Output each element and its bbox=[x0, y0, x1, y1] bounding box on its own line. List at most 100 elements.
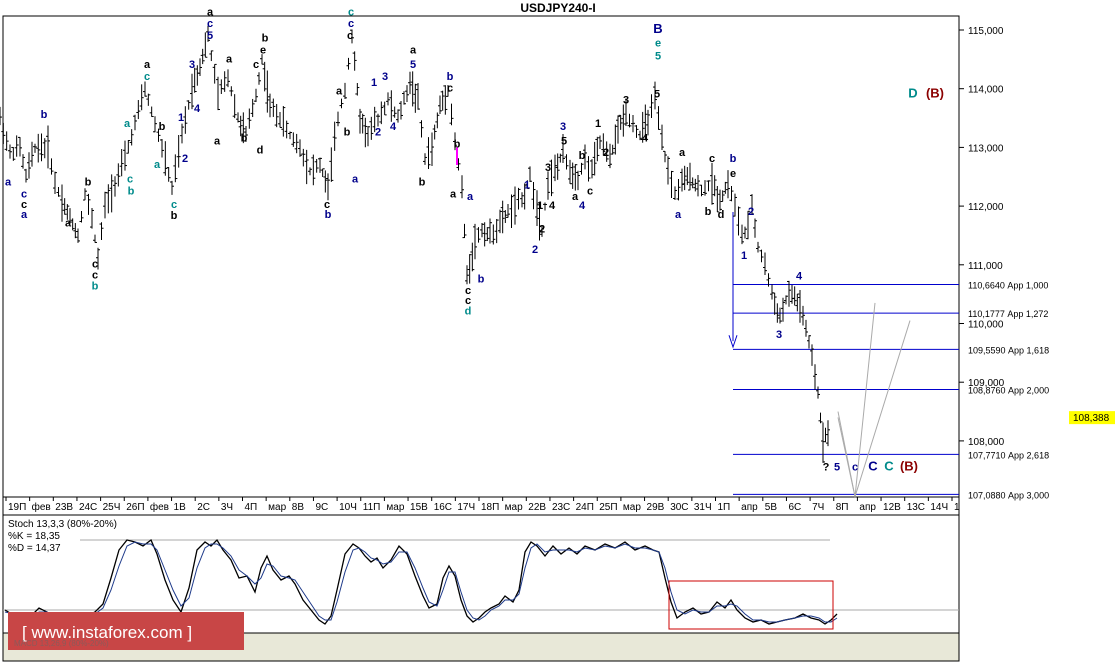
wave-label: a bbox=[65, 218, 72, 230]
ohlc-bar bbox=[525, 180, 530, 190]
ohlc-bar bbox=[53, 171, 57, 195]
ohlc-bar bbox=[366, 126, 370, 147]
ohlc-bar bbox=[192, 67, 197, 93]
ohlc-bar bbox=[314, 158, 319, 173]
ohlc-bar bbox=[123, 140, 127, 171]
ohlc-bar bbox=[432, 124, 437, 140]
ohlc-bar bbox=[76, 228, 80, 243]
wave-label: b bbox=[171, 210, 178, 222]
ohlc-bar bbox=[813, 364, 817, 390]
ohlc-bar bbox=[821, 422, 825, 463]
ohlc-bar bbox=[222, 71, 227, 92]
wave-label: 3 bbox=[189, 59, 195, 71]
wave-label: d bbox=[257, 144, 264, 156]
ohlc-bar bbox=[254, 88, 258, 103]
wave-label: b bbox=[478, 273, 485, 285]
wave-label: b bbox=[325, 209, 332, 221]
y-tick-label: 115,000 bbox=[968, 26, 1004, 37]
x-tick-label: 15В bbox=[410, 502, 428, 513]
wave-label: 2 bbox=[603, 147, 609, 159]
x-tick-label: 12В bbox=[883, 502, 901, 513]
x-tick-label: 1П bbox=[718, 502, 731, 513]
ohlc-bar bbox=[173, 154, 178, 183]
ohlc-bar bbox=[49, 158, 54, 175]
ohlc-bar bbox=[453, 132, 457, 151]
ohlc-bar bbox=[462, 223, 467, 239]
x-tick-label: 7Ч bbox=[812, 502, 824, 513]
ohlc-bar bbox=[660, 124, 664, 151]
x-tick-label: 4П bbox=[245, 502, 258, 513]
ohlc-bar bbox=[304, 149, 309, 185]
ohlc-bar bbox=[109, 174, 114, 213]
wave-label: c bbox=[348, 6, 354, 18]
ohlc-bar bbox=[396, 109, 400, 123]
ohlc-bar bbox=[601, 133, 606, 156]
ohlc-bar bbox=[604, 141, 609, 162]
ohlc-bar bbox=[369, 116, 374, 140]
ohlc-bar bbox=[710, 162, 714, 205]
wave-label: 1 bbox=[537, 200, 543, 212]
projection-path-2 bbox=[837, 320, 911, 499]
wave-label: c bbox=[92, 269, 98, 281]
x-tick-label: 16С bbox=[434, 502, 452, 513]
ohlc-bar bbox=[379, 101, 384, 125]
wave-label: c bbox=[21, 199, 27, 211]
x-tick-label: 8П bbox=[836, 502, 849, 513]
wave-label: c bbox=[587, 185, 593, 197]
wave-label: C bbox=[868, 458, 878, 473]
x-tick-label: 11П bbox=[363, 502, 381, 513]
fibonacci-levels: 110,6640 Арр 1,000 110,1777 Арр 1,272 109,… bbox=[728, 211, 1049, 500]
ohlc-bar bbox=[540, 226, 544, 237]
x-tick-label: 5В bbox=[765, 502, 778, 513]
x-tick-label: 10Ч bbox=[339, 502, 357, 513]
ohlc-bar bbox=[200, 48, 205, 65]
ohlc-bar bbox=[42, 138, 47, 159]
ohlc-bar bbox=[778, 307, 782, 324]
wave-label: 3 bbox=[776, 329, 782, 341]
ohlc-bar bbox=[278, 112, 282, 128]
wave-label: a bbox=[226, 53, 233, 65]
ohlc-bar bbox=[212, 63, 217, 84]
ohlc-bar bbox=[153, 116, 157, 133]
wave-label: a bbox=[144, 59, 151, 71]
ohlc-bar bbox=[382, 101, 387, 116]
wave-label: d bbox=[465, 306, 472, 318]
ohlc-bar bbox=[480, 222, 484, 238]
wave-label: c bbox=[21, 188, 27, 200]
ohlc-bar bbox=[753, 218, 757, 238]
wave-label: 5 bbox=[654, 89, 660, 101]
ohlc-bar bbox=[621, 104, 626, 137]
wave-label: b bbox=[730, 153, 737, 165]
y-tick-label: 112,000 bbox=[968, 202, 1004, 213]
wave-label: ? bbox=[823, 461, 830, 473]
wave-label: b bbox=[262, 33, 269, 45]
ohlc-bar bbox=[244, 125, 248, 142]
wave-label: 4 bbox=[390, 121, 397, 133]
wave-label: 4 bbox=[796, 270, 803, 282]
wave-label: a bbox=[675, 209, 682, 221]
wave-label: 2 bbox=[182, 153, 188, 165]
wave-label: 4 bbox=[642, 133, 649, 145]
wave-label: c bbox=[207, 18, 213, 30]
ohlc-bar bbox=[733, 193, 737, 217]
ohlc-bar bbox=[693, 178, 698, 192]
ohlc-bar bbox=[238, 115, 243, 137]
wave-label: 4 bbox=[549, 200, 556, 212]
ohlc-bar bbox=[688, 162, 692, 191]
y-tick-label: 110,000 bbox=[968, 320, 1004, 331]
wave-labels: accababccbacbacabcb1234ac5aabdbeccbacccb… bbox=[5, 6, 944, 473]
wave-label: b bbox=[41, 109, 48, 121]
ohlc-bar bbox=[555, 153, 560, 180]
ohlc-bar bbox=[90, 207, 94, 229]
ohlc-bar bbox=[274, 103, 279, 128]
ohlc-bar bbox=[260, 54, 264, 65]
ohlc-bar bbox=[696, 174, 700, 197]
wave-label: 4 bbox=[194, 103, 201, 115]
ohlc-bar bbox=[350, 29, 354, 44]
ohlc-bar bbox=[520, 192, 524, 208]
wave-label: c bbox=[447, 83, 453, 95]
ohlc-bar bbox=[503, 210, 508, 223]
ohlc-bar bbox=[476, 227, 481, 243]
ohlc-bar bbox=[703, 180, 707, 196]
